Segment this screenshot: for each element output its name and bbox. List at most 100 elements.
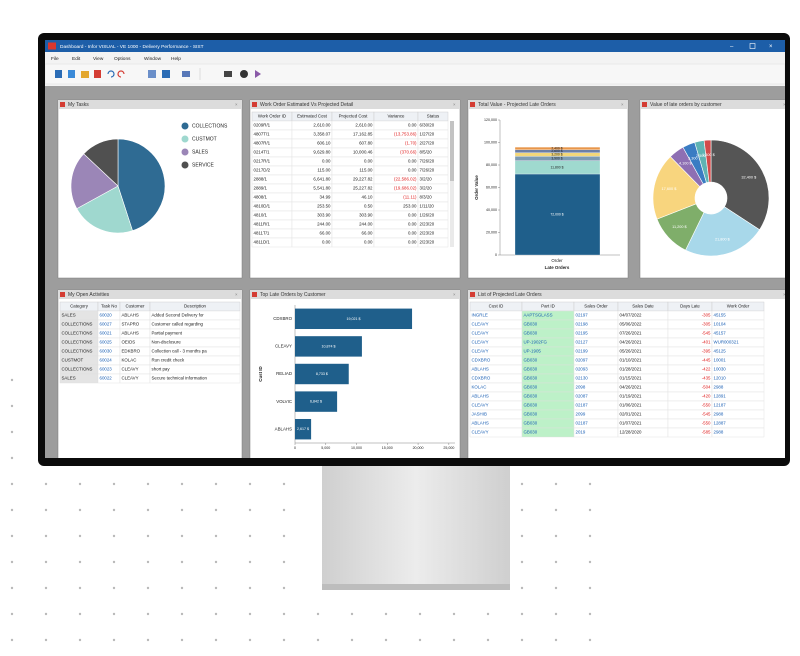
panel-close[interactable]: ×: [453, 102, 456, 107]
panel-close[interactable]: ×: [621, 102, 624, 107]
cell-text: CDXBRO: [472, 376, 491, 381]
tool-run[interactable]: [255, 70, 261, 78]
pie-slice: [652, 156, 701, 220]
tool-new[interactable]: [68, 70, 75, 78]
tool-settings[interactable]: [240, 70, 248, 78]
bar[interactable]: [295, 363, 349, 385]
tool-open[interactable]: [81, 71, 89, 78]
cell-text: (19,686.02): [394, 186, 417, 191]
column-header[interactable]: Cust ID: [489, 304, 504, 309]
menu-item[interactable]: File: [51, 56, 59, 62]
minimize-button[interactable]: –: [730, 44, 734, 50]
cell-text: COLLECTIONS: [62, 349, 93, 354]
tool-print[interactable]: [162, 70, 170, 78]
close-button[interactable]: ×: [769, 44, 773, 50]
decor-dot: [44, 508, 48, 512]
column-header[interactable]: Sales Order: [584, 304, 608, 309]
cell-text: -305: [702, 313, 711, 318]
decor-dot: [78, 482, 82, 486]
cell-text: CLEAVY: [472, 322, 489, 327]
column-header[interactable]: Variance: [387, 114, 405, 119]
cell-text: ABLAHS: [472, 394, 489, 399]
x-tick-label: 5,000: [321, 446, 330, 450]
bar[interactable]: [295, 336, 362, 357]
x-tick-label: 15,000: [382, 446, 393, 450]
decor-dot: [282, 508, 286, 512]
column-header[interactable]: Projected Cost: [339, 114, 369, 119]
cell-text: SALES: [62, 376, 76, 381]
column-header[interactable]: Days Late: [680, 304, 700, 309]
cell-text: 45155: [714, 313, 727, 318]
panel-close[interactable]: ×: [453, 292, 456, 297]
column-header[interactable]: Part ID: [541, 304, 555, 309]
panel-close[interactable]: ×: [783, 102, 786, 107]
slice-label: 1,800 $: [702, 153, 716, 157]
cell-text: -420: [702, 394, 711, 399]
column-header[interactable]: Work Order: [727, 304, 750, 309]
cell-text: 01/28/2021: [620, 367, 643, 372]
legend-swatch: [181, 122, 189, 130]
column-header[interactable]: Estimated Cost: [297, 114, 328, 119]
cell-text: GB030: [524, 376, 538, 381]
column-header[interactable]: Customer: [125, 304, 145, 309]
cell-text: ABLAHS: [122, 331, 139, 336]
cell-text: WUR000321: [714, 340, 740, 345]
menu-item[interactable]: Edit: [72, 56, 81, 62]
cell-text: 02199: [576, 349, 589, 354]
column-header[interactable]: Description: [184, 304, 207, 309]
bar-label: 10,874 $: [321, 344, 335, 348]
cell-text: CLEAVY: [472, 340, 489, 345]
tool-redo[interactable]: [117, 70, 125, 78]
menu-item[interactable]: Options: [114, 56, 131, 62]
tool-save[interactable]: [55, 70, 62, 78]
x-tick-label: 25,000: [443, 446, 454, 450]
menu-item[interactable]: View: [93, 56, 104, 62]
cell-text: -435: [702, 376, 711, 381]
column-header[interactable]: Work Order ID: [258, 114, 286, 119]
cell-text: 0217D/2: [254, 168, 271, 173]
bar[interactable]: [295, 308, 413, 330]
cell-text: 12891: [714, 394, 727, 399]
column-header[interactable]: Category: [70, 304, 89, 309]
cell-text: -445: [702, 358, 711, 363]
cell-text: -550: [702, 403, 711, 408]
column-header[interactable]: Sales Date: [632, 304, 654, 309]
tool-chart[interactable]: [148, 70, 156, 78]
cell-text: CLEAVY: [472, 403, 489, 408]
maximize-button[interactable]: [749, 43, 756, 49]
decor-dot: [554, 612, 558, 616]
panel-title: Work Order Estimated Vs Projected Detail: [260, 102, 353, 108]
column-header[interactable]: Task No: [101, 304, 117, 309]
cell-text: 66.00: [320, 231, 332, 236]
column-header[interactable]: Status: [427, 114, 440, 119]
menu-item[interactable]: Window: [144, 56, 162, 62]
tool-export[interactable]: [182, 71, 190, 77]
decor-dot: [112, 612, 116, 616]
cell-text: 04/26/2021: [620, 385, 643, 390]
decor-dot: [248, 612, 252, 616]
decor-dot: [520, 638, 524, 642]
cell-text: ABLAHS: [472, 367, 489, 372]
bar[interactable]: [295, 391, 338, 412]
decor-dot: [44, 560, 48, 564]
dashboard: My Tasks × COLLECTIONS CUSTMOT SALES SERVICE W…: [57, 99, 786, 458]
decor-dot: [554, 534, 558, 538]
scroll-thumb[interactable]: [450, 121, 454, 181]
panel-icon: [252, 102, 257, 107]
cell-text: CUSTMOT: [62, 358, 84, 363]
bar[interactable]: [295, 418, 312, 440]
cell-text: 02187: [576, 421, 589, 426]
cell-text: 2/23/20: [420, 222, 435, 227]
panel-close[interactable]: ×: [783, 292, 786, 297]
cell-text: 02197: [576, 313, 589, 318]
tool-undo[interactable]: [107, 70, 115, 78]
panel-close[interactable]: ×: [235, 102, 238, 107]
panel-close[interactable]: ×: [235, 292, 238, 297]
tool-delete[interactable]: [94, 70, 101, 78]
menu-item[interactable]: Help: [171, 56, 181, 62]
cell-text: 04/07/2022: [620, 313, 643, 318]
cell-text: 4810D/1: [254, 204, 271, 209]
tool-printer[interactable]: [224, 71, 232, 77]
cell-text: 4811D/1: [254, 240, 271, 245]
y-tick-label: 20,000: [486, 230, 497, 234]
